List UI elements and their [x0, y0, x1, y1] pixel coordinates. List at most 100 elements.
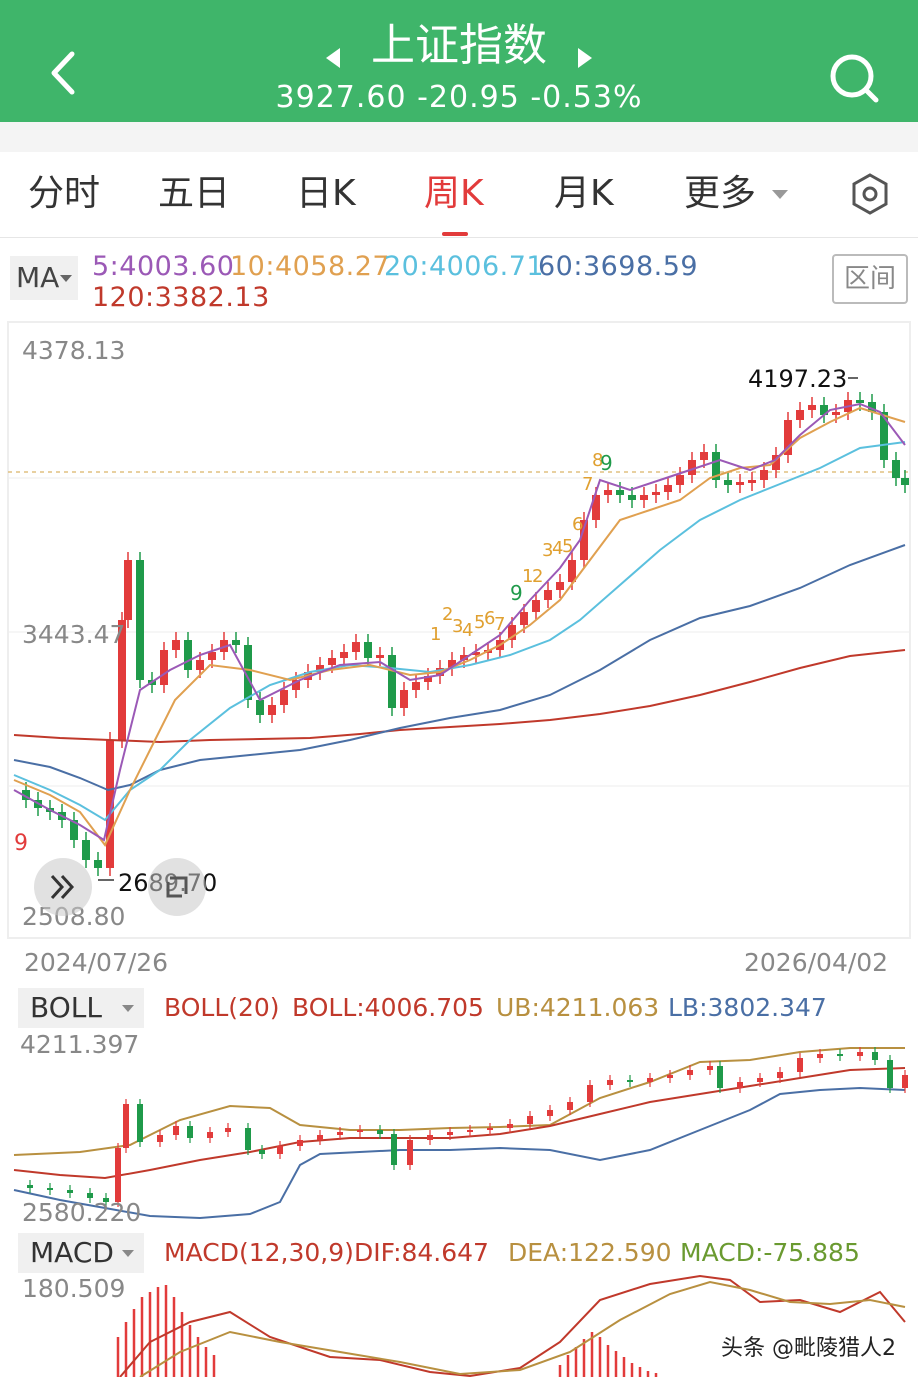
- boll-indicator-button[interactable]: BOLL: [18, 988, 144, 1028]
- ma-label: MA: [16, 261, 60, 294]
- fullscreen-icon: [166, 876, 188, 898]
- candle-body: [460, 655, 468, 660]
- search-icon[interactable]: [826, 50, 882, 106]
- boll-candle-body: [47, 1188, 53, 1190]
- tab-daily-k[interactable]: 日K: [296, 173, 356, 214]
- candle-body: [616, 490, 624, 495]
- boll-candle-body: [667, 1075, 673, 1078]
- candle-body: [424, 676, 432, 682]
- tab-intraday[interactable]: 分时: [28, 173, 101, 214]
- td-count-label: 8: [592, 450, 603, 471]
- boll-candle-body: [607, 1080, 613, 1085]
- boll-candle-body: [137, 1104, 143, 1142]
- macd-name: MACD(12,30,9): [164, 1238, 354, 1267]
- candle-body: [364, 642, 372, 658]
- boll-candle-body: [157, 1135, 163, 1142]
- boll-upper-band: [13, 1047, 905, 1156]
- boll-ub-value: UB:4211.063: [496, 993, 660, 1022]
- double-chevron-icon: [50, 874, 75, 900]
- active-tab-indicator: [442, 232, 468, 236]
- candle-body: [820, 405, 828, 415]
- boll-candle-body: [377, 1130, 383, 1134]
- candle-body: [244, 645, 252, 700]
- ma10-value: 10:4058.27: [230, 251, 391, 282]
- tab-monthly-k[interactable]: 月K: [554, 173, 614, 214]
- ma5-value: 5:4003.60: [92, 251, 235, 282]
- macd-dea-value: DEA:122.590: [508, 1238, 672, 1267]
- back-arrow-icon[interactable]: [44, 48, 84, 98]
- ma5-line: [13, 402, 906, 842]
- candle-body: [544, 590, 552, 600]
- tab-five-day[interactable]: 五日: [158, 173, 231, 214]
- candle-body: [340, 652, 348, 658]
- boll-candle-body: [707, 1066, 713, 1070]
- candle-body: [592, 495, 600, 520]
- candle-body: [700, 452, 708, 460]
- candle-body: [604, 490, 612, 495]
- boll-candle-body: [647, 1078, 653, 1082]
- candle-body: [652, 492, 660, 495]
- boll-candle-body: [391, 1134, 397, 1165]
- candle-body: [784, 420, 792, 455]
- quote-summary: 3927.60 -20.95 -0.53%: [275, 80, 643, 115]
- prev-index-icon[interactable]: [326, 48, 340, 68]
- td-count-label: 6: [484, 608, 495, 629]
- candle-body: [880, 412, 888, 460]
- candle-body: [724, 480, 732, 485]
- candle-body: [628, 495, 636, 500]
- boll-candle-body: [337, 1132, 343, 1135]
- boll-candle-body: [447, 1132, 453, 1135]
- tab-weekly-k[interactable]: 周K: [424, 173, 484, 214]
- boll-candle-body: [507, 1124, 513, 1128]
- ma20-value: 20:4006.71: [384, 251, 545, 282]
- next-index-icon[interactable]: [578, 48, 592, 68]
- boll-candle-body: [817, 1054, 823, 1058]
- macd-indicator-button[interactable]: MACD: [18, 1233, 144, 1273]
- td-count-label: 5: [562, 536, 573, 557]
- tab-more[interactable]: 更多: [684, 173, 757, 214]
- boll-candle-body: [123, 1104, 129, 1148]
- more-dropdown-icon[interactable]: [772, 190, 788, 199]
- boll-candle-body: [115, 1148, 121, 1202]
- ma-indicator-button[interactable]: MA: [10, 256, 78, 300]
- candle-body: [664, 485, 672, 492]
- boll-candle-body: [777, 1072, 783, 1078]
- candle-body: [520, 612, 528, 625]
- interval-button[interactable]: 区间: [832, 254, 908, 304]
- candle-body: [94, 860, 102, 868]
- candle-body: [676, 475, 684, 485]
- candle-body: [316, 665, 324, 672]
- boll-chart: [13, 1047, 908, 1220]
- candle-body: [400, 690, 408, 708]
- candle-body: [832, 412, 840, 415]
- td-count-label: 4: [462, 620, 473, 641]
- fullscreen-button[interactable]: [148, 858, 206, 916]
- td-count-label: 2: [532, 566, 543, 587]
- macd-chart: [116, 1274, 906, 1377]
- ma120-value: 120:3382.13: [92, 282, 270, 313]
- td-count-left: 9: [14, 831, 28, 856]
- candle-body: [568, 560, 576, 582]
- macd-axis-top: 180.509: [22, 1274, 126, 1303]
- candle-body: [172, 640, 180, 650]
- candle-body: [388, 655, 396, 708]
- boll-candle-body: [527, 1116, 533, 1124]
- candle-body: [796, 410, 804, 420]
- candle-body: [532, 600, 540, 612]
- candle-body: [856, 400, 864, 403]
- td-count-label: 2: [442, 604, 453, 625]
- candle-body: [136, 560, 144, 680]
- candle-body: [760, 470, 768, 480]
- candle-body: [106, 740, 114, 868]
- candle-body: [160, 650, 168, 685]
- macd-dropdown-icon: [122, 1250, 134, 1257]
- settings-icon[interactable]: [848, 172, 892, 216]
- macd-hist-value: MACD:-75.885: [680, 1238, 860, 1267]
- expand-left-button[interactable]: [34, 858, 92, 916]
- boll-candle-body: [547, 1110, 553, 1116]
- axis-mid: 3443.47: [22, 620, 126, 649]
- td-count-label: 3: [542, 540, 553, 561]
- page-title: 上证指数: [371, 20, 547, 71]
